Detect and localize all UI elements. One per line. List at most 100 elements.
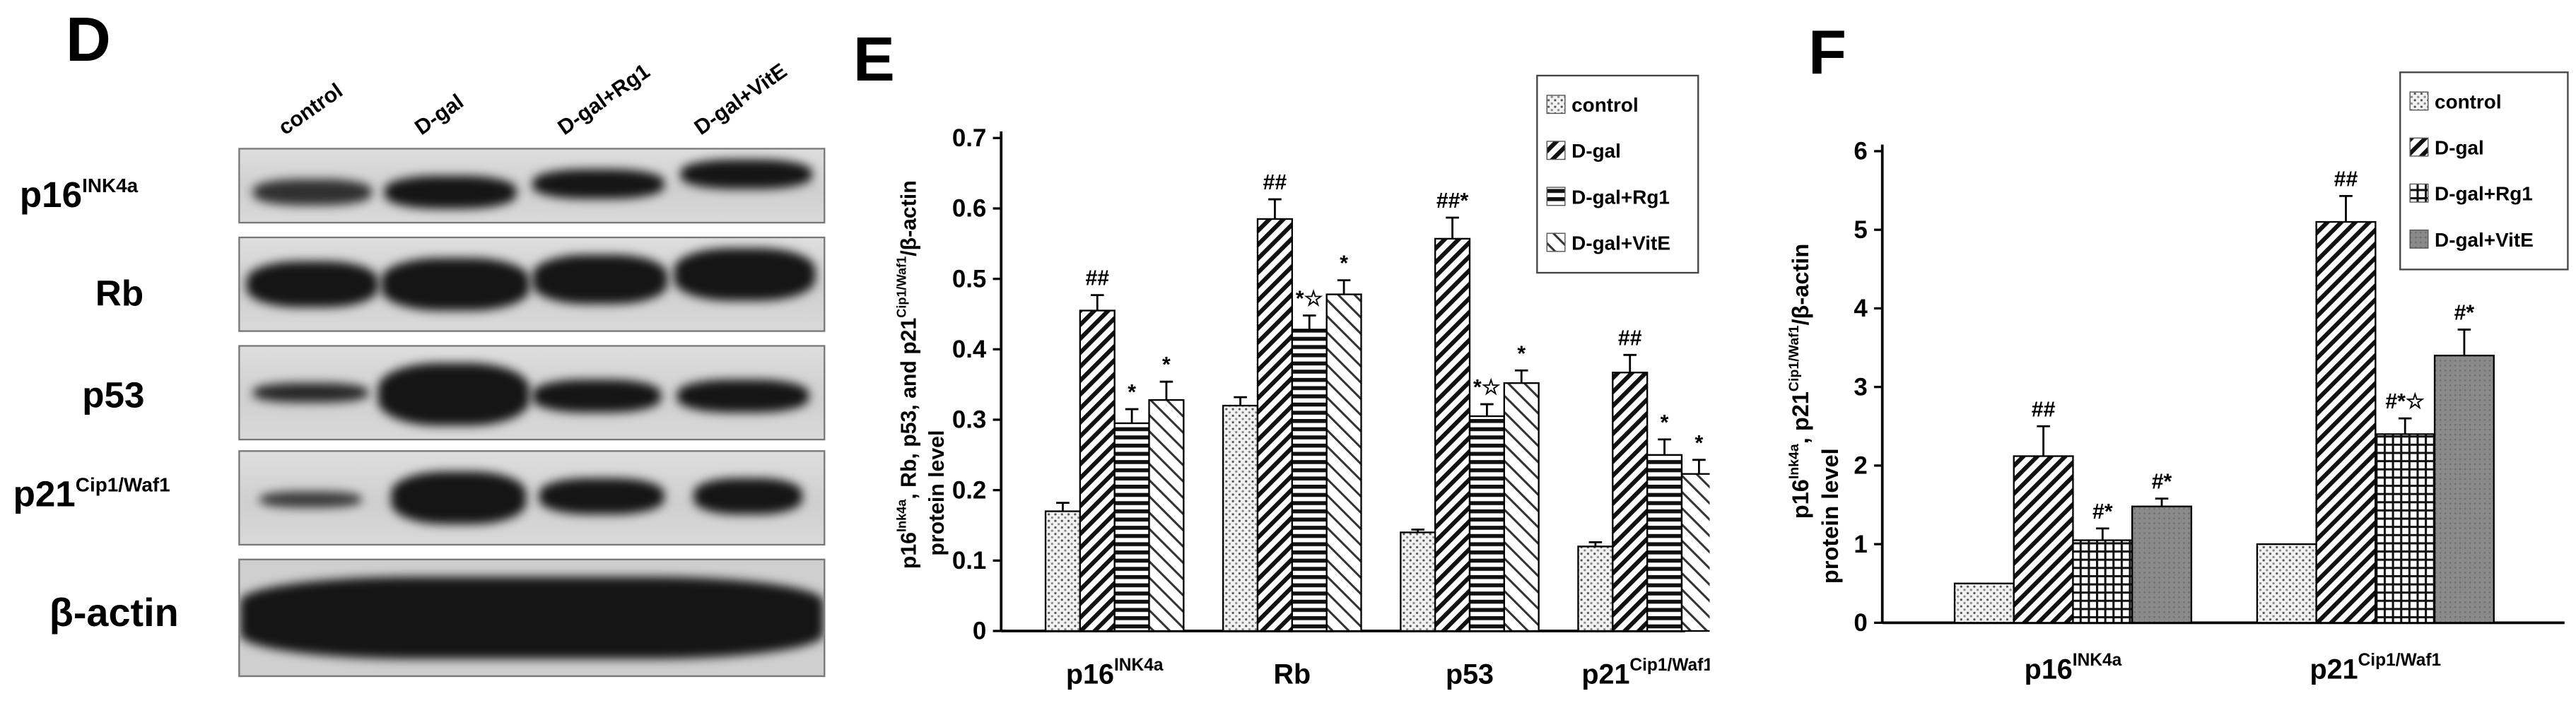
significance-label: * xyxy=(1162,353,1171,377)
blot-band xyxy=(532,169,665,199)
blot-band xyxy=(377,362,529,426)
bar-d-gal-rg1-p53 xyxy=(1468,415,1505,632)
significance-label: #* xyxy=(2152,471,2172,494)
legend-label: D-gal xyxy=(1571,140,1621,162)
panel-label-e: E xyxy=(853,26,895,95)
y-tick-label: 0.5 xyxy=(952,265,986,293)
blot-band xyxy=(381,258,529,311)
x-category-main: p21 xyxy=(1581,659,1629,690)
y-tick-label: 0.7 xyxy=(952,124,986,152)
significance-label: #*☆ xyxy=(2385,390,2425,413)
bar-d-gal-rg1-p21 xyxy=(1646,454,1683,632)
x-category-sup: INK4a xyxy=(1114,656,1164,675)
blot-strip-p53 xyxy=(238,345,826,441)
bar-control-p21 xyxy=(2256,543,2317,624)
blot-band xyxy=(532,254,668,305)
x-category-sup: Cip1/Waf1 xyxy=(1629,656,1709,675)
blot-band xyxy=(674,248,816,301)
legend-label: control xyxy=(1571,94,1639,116)
bar-d-gal-vite-p53 xyxy=(1503,382,1540,632)
y-tick-label: 4 xyxy=(1854,295,1868,322)
y-label-part: , p21 xyxy=(1788,391,1813,444)
blot-band xyxy=(253,382,368,403)
lane-label-dgal-vite: D-gal+VitE xyxy=(689,58,792,140)
y-tick-label: 0.6 xyxy=(952,195,986,223)
y-axis-label: p16Ink4a, Rb, p53, and p21Cip1/Waf1/β-ac… xyxy=(894,180,948,569)
legend-label: D-gal+VitE xyxy=(1571,232,1670,254)
bar-control-rb xyxy=(1222,404,1259,632)
row-label-p21-main: p21 xyxy=(13,473,76,514)
legend-swatch xyxy=(2409,137,2429,157)
y-axis-label-line2: protein level xyxy=(925,430,949,556)
row-label-p16-main: p16 xyxy=(19,174,83,216)
x-category-main: p16 xyxy=(2025,654,2073,685)
row-label-beta-actin: β-actin xyxy=(49,591,179,637)
y-axis-label-line1: p16Ink4a, p21Cip1/Waf1/β-actin xyxy=(1786,244,1813,519)
x-category-label: p53 xyxy=(1446,659,1494,690)
bar-control-p16 xyxy=(1044,510,1082,632)
bar-d-gal-p21 xyxy=(2315,220,2377,624)
y-tick-label: 0.3 xyxy=(952,406,986,434)
legend-label: D-gal xyxy=(2435,137,2484,159)
bar-d-gal-p53 xyxy=(1434,237,1471,632)
bar-d-gal-p21 xyxy=(1612,372,1649,632)
significance-label: * xyxy=(1128,381,1136,404)
x-category-label: p16INK4a xyxy=(1066,656,1164,690)
blot-band xyxy=(677,379,809,413)
x-category-main: Rb xyxy=(1273,659,1311,690)
row-label-rb: Rb xyxy=(95,273,144,315)
legend-label: control xyxy=(2435,90,2502,112)
significance-label: *☆ xyxy=(1473,376,1501,399)
legend-swatch xyxy=(2409,229,2429,249)
lane-label-dgal: D-gal xyxy=(409,88,468,140)
y-tick-label: 3 xyxy=(1854,373,1867,401)
legend-label: D-gal+Rg1 xyxy=(2435,183,2533,205)
blot-strip-p21 xyxy=(238,450,826,546)
bar-d-gal-vite-p16 xyxy=(2131,505,2193,624)
bar-d-gal-p16 xyxy=(1079,309,1116,632)
row-label-rb-main: Rb xyxy=(95,273,144,314)
blot-band xyxy=(246,261,378,307)
blot-band xyxy=(391,471,527,524)
x-category-label: p21Cip1/Waf1 xyxy=(2310,651,2442,685)
blot-band xyxy=(385,175,517,209)
x-category-main: p53 xyxy=(1446,659,1494,690)
significance-label: * xyxy=(1695,432,1704,455)
y-tick-label: 6 xyxy=(1854,138,1867,165)
row-label-p16: p16INK4a xyxy=(20,175,138,217)
y-tick-label: 0.4 xyxy=(952,336,987,363)
significance-label: * xyxy=(1517,342,1526,365)
significance-label: ## xyxy=(2032,398,2056,421)
significance-label: ## xyxy=(1263,171,1287,194)
y-label-sup: Ink4a xyxy=(1786,444,1802,479)
significance-label: * xyxy=(1661,411,1669,435)
y-axis-label-line1: p16Ink4a, Rb, p53, and p21Cip1/Waf1/β-ac… xyxy=(894,180,920,569)
x-category-label: Rb xyxy=(1273,659,1311,690)
y-axis-label-line2: protein level xyxy=(1817,448,1843,584)
row-label-p21-sup: Cip1/Waf1 xyxy=(75,473,170,497)
blot-strip-beta-actin xyxy=(238,558,826,678)
panel-label-d: D xyxy=(66,6,111,76)
significance-label: ## xyxy=(2334,167,2358,191)
x-category-main: p16 xyxy=(1066,659,1114,690)
significance-label: ## xyxy=(1085,267,1109,290)
blot-band xyxy=(539,478,665,514)
legend-label: D-gal+VitE xyxy=(2435,229,2534,251)
bar-control-p21 xyxy=(1577,545,1614,632)
row-label-p16-sup: INK4a xyxy=(82,174,139,198)
bar-d-gal-vite-p21 xyxy=(2433,354,2495,624)
y-tick-label: 5 xyxy=(1854,216,1867,244)
y-tick-label: 0.1 xyxy=(952,547,986,574)
bar-d-gal-vite-p21 xyxy=(1680,473,1710,632)
legend-swatch xyxy=(2409,91,2429,111)
significance-label: #* xyxy=(2454,301,2475,324)
y-label-part: , Rb, p53, and p21 xyxy=(897,318,920,500)
western-blot-panel: D control D-gal D-gal+Rg1 D-gal+VitE p16… xyxy=(0,0,830,708)
x-category-label: p21Cip1/Waf1 xyxy=(1581,656,1709,690)
y-label-part: /β-actin xyxy=(1788,244,1813,326)
y-tick-label: 0 xyxy=(973,618,986,645)
y-tick-label: 1 xyxy=(1854,531,1867,558)
bar-d-gal-vite-rb xyxy=(1325,293,1362,632)
